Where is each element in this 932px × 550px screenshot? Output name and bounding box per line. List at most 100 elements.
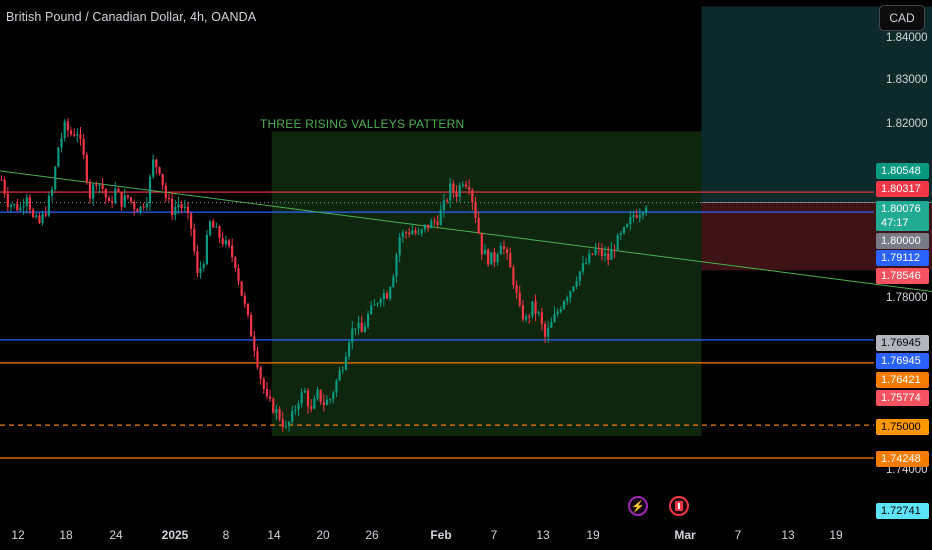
time-tick: 13 <box>536 528 550 542</box>
price-tag[interactable]: 1.80000 <box>876 233 929 249</box>
candle-body <box>224 240 227 245</box>
candle-body <box>310 406 313 409</box>
candle-body <box>512 267 515 286</box>
lightning-icon[interactable]: ⚡ <box>628 496 648 516</box>
candle-body <box>581 263 585 272</box>
pattern-label[interactable]: THREE RISING VALLEYS PATTERN <box>260 117 465 131</box>
candle-body <box>483 249 487 255</box>
candle-body <box>186 206 190 214</box>
candle-body <box>316 389 319 399</box>
candle-body <box>38 215 41 223</box>
time-tick: 24 <box>109 528 123 542</box>
candle-body <box>167 197 171 199</box>
price-tag[interactable]: 1.72741 <box>876 503 929 519</box>
candle-body <box>515 285 518 293</box>
candle-body <box>379 299 382 304</box>
candle-body <box>136 209 139 212</box>
candle-body <box>385 293 389 299</box>
candle-body <box>370 305 373 314</box>
candle-body <box>635 215 638 218</box>
candle-body <box>547 327 550 337</box>
symbol-title[interactable]: British Pound / Canadian Dollar, 4h, OAN… <box>6 10 257 24</box>
time-tick: 20 <box>316 528 330 542</box>
candle-body <box>120 192 123 207</box>
candle-body <box>272 398 275 413</box>
candle-body <box>531 301 534 317</box>
candle-body <box>180 204 183 209</box>
candle-body <box>436 221 439 226</box>
candle-body <box>287 421 291 426</box>
candle-body <box>199 268 202 274</box>
candle-body <box>171 198 174 216</box>
candle-body <box>161 173 164 186</box>
price-tick: 1.84000 <box>886 32 928 44</box>
candle-body <box>417 233 420 235</box>
price-tag[interactable]: 1.80548 <box>876 163 929 179</box>
candle-body <box>540 312 543 324</box>
candle-body <box>493 252 496 262</box>
price-tag[interactable]: 1.75774 <box>876 390 929 406</box>
candle-body <box>597 248 600 250</box>
time-tick: Feb <box>430 528 452 542</box>
candle-body <box>556 311 559 315</box>
candle-body <box>284 425 287 428</box>
candle-body <box>35 215 38 218</box>
canada-flag-icon[interactable] <box>669 496 689 516</box>
price-tag[interactable]: 1.76945 <box>876 335 929 351</box>
candle-body <box>54 166 57 190</box>
candle-body <box>414 230 417 234</box>
candle-body <box>322 401 325 406</box>
candle-body <box>300 392 303 404</box>
price-tick: 1.83000 <box>886 74 928 86</box>
candle-body <box>452 183 455 192</box>
last-price-tag[interactable]: 1.80076 47:17 <box>876 201 929 231</box>
candle-body <box>553 314 556 323</box>
candle-body <box>319 389 322 402</box>
candle-body <box>502 246 506 250</box>
last-price-value: 1.80076 <box>881 203 921 215</box>
pattern-zone <box>271 131 702 437</box>
candle-body <box>638 214 641 218</box>
price-tag[interactable]: 1.74248 <box>876 451 929 467</box>
time-tick: 19 <box>586 528 600 542</box>
candle-body <box>458 185 461 197</box>
candle-body <box>641 212 645 215</box>
candle-body <box>363 326 366 333</box>
candle-body <box>354 328 357 330</box>
candle-body <box>243 295 246 304</box>
candle-body <box>250 315 253 337</box>
candle-body <box>95 184 98 186</box>
candle-body <box>139 206 142 212</box>
price-tag[interactable]: 1.78546 <box>876 268 929 284</box>
currency-button[interactable]: CAD <box>879 5 925 31</box>
candle-body <box>6 193 9 207</box>
price-tag[interactable]: 1.76421 <box>876 372 929 388</box>
candle-body <box>253 336 256 351</box>
candle-body <box>265 389 269 397</box>
price-tag[interactable]: 1.79112 <box>876 250 929 266</box>
candle-body <box>622 227 626 234</box>
price-tick: 1.82000 <box>886 118 928 130</box>
price-tag[interactable]: 1.76945 <box>876 353 929 369</box>
price-tag[interactable]: 1.80317 <box>876 181 929 197</box>
candle-body <box>114 188 117 203</box>
candle-body <box>566 297 569 302</box>
candle-body <box>610 249 613 260</box>
time-tick: 7 <box>734 528 742 542</box>
candle-body <box>193 228 196 252</box>
price-tag[interactable]: 1.75000 <box>876 419 929 435</box>
candle-body <box>338 370 341 381</box>
candle-body <box>632 215 635 218</box>
candle-body <box>528 316 531 318</box>
candle-body <box>231 245 234 258</box>
candle-body <box>183 206 186 209</box>
candle-body <box>57 147 60 167</box>
candle-body <box>360 322 363 333</box>
candle-body <box>41 213 44 223</box>
time-tick: 2025 <box>161 528 189 542</box>
candle-body <box>562 301 566 309</box>
time-tick: 8 <box>222 528 230 542</box>
candle-body <box>366 313 370 327</box>
